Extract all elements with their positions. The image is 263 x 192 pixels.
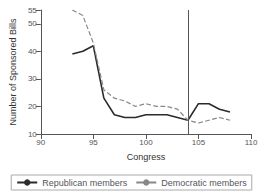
svg-text:105: 105 (192, 138, 206, 147)
svg-text:Congress: Congress (127, 152, 166, 162)
svg-text:40: 40 (28, 47, 37, 56)
svg-text:10: 10 (27, 129, 37, 139)
svg-text:55: 55 (28, 6, 37, 15)
svg-text:Number of Sponsored Bills: Number of Sponsored Bills (8, 18, 18, 126)
svg-text:20: 20 (28, 102, 37, 111)
svg-text:100: 100 (139, 138, 153, 147)
svg-text:30: 30 (28, 74, 37, 83)
svg-text:95: 95 (89, 138, 98, 147)
svg-text:90: 90 (36, 138, 45, 147)
svg-text:50: 50 (28, 19, 37, 28)
svg-text:Democratic members: Democratic members (161, 178, 247, 188)
svg-text:Republican members: Republican members (42, 178, 128, 188)
svg-text:110: 110 (245, 138, 258, 147)
